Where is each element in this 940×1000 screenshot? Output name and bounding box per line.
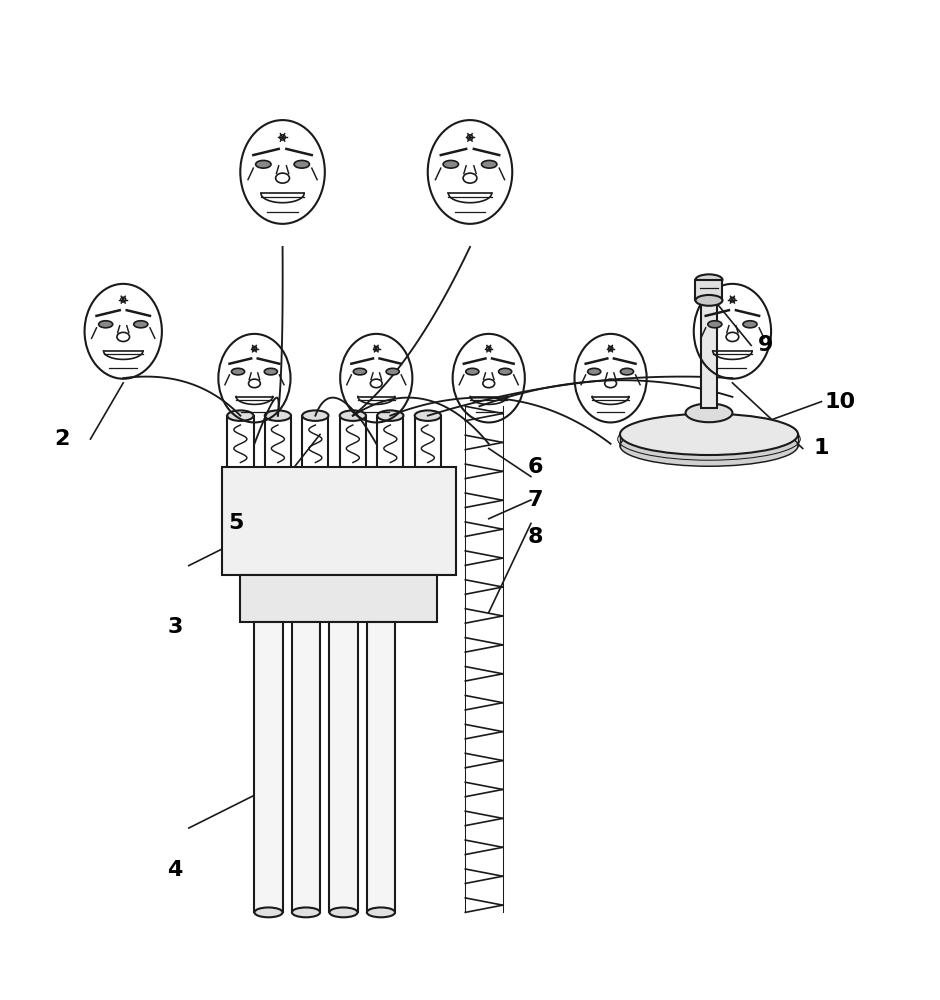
Text: 8: 8 (528, 527, 543, 547)
Text: 4: 4 (167, 860, 182, 880)
Ellipse shape (99, 321, 113, 328)
Bar (329, 622, 357, 912)
Bar (367, 622, 395, 912)
Ellipse shape (415, 410, 441, 421)
Bar (255, 622, 283, 912)
Ellipse shape (588, 368, 601, 375)
Ellipse shape (367, 907, 395, 917)
Text: 1: 1 (814, 438, 829, 458)
Ellipse shape (620, 368, 634, 375)
Ellipse shape (620, 425, 798, 466)
Ellipse shape (303, 410, 328, 421)
Ellipse shape (708, 321, 722, 328)
Text: 6: 6 (528, 457, 543, 477)
Ellipse shape (443, 160, 459, 168)
Ellipse shape (264, 368, 277, 375)
Ellipse shape (743, 321, 757, 328)
Ellipse shape (265, 410, 291, 421)
Ellipse shape (227, 410, 254, 421)
Text: 10: 10 (824, 392, 855, 412)
Ellipse shape (466, 368, 478, 375)
Text: 9: 9 (758, 335, 773, 355)
Text: 5: 5 (228, 513, 243, 533)
Ellipse shape (353, 368, 367, 375)
Ellipse shape (294, 160, 309, 168)
Ellipse shape (329, 907, 357, 917)
Ellipse shape (620, 414, 798, 455)
Ellipse shape (685, 403, 732, 422)
Ellipse shape (481, 160, 497, 168)
Ellipse shape (377, 410, 403, 421)
Ellipse shape (339, 410, 366, 421)
Ellipse shape (696, 295, 723, 306)
Ellipse shape (386, 368, 400, 375)
Text: 7: 7 (528, 490, 543, 510)
Text: 3: 3 (167, 617, 182, 637)
Ellipse shape (133, 321, 148, 328)
Ellipse shape (696, 274, 723, 285)
Bar (700, 300, 717, 408)
Bar (696, 280, 723, 300)
Bar (292, 622, 320, 912)
Ellipse shape (292, 907, 320, 917)
Ellipse shape (255, 907, 283, 917)
Ellipse shape (231, 368, 244, 375)
Bar (222, 467, 456, 575)
Ellipse shape (498, 368, 511, 375)
Bar (241, 575, 437, 622)
Ellipse shape (256, 160, 271, 168)
Text: 2: 2 (55, 429, 70, 449)
